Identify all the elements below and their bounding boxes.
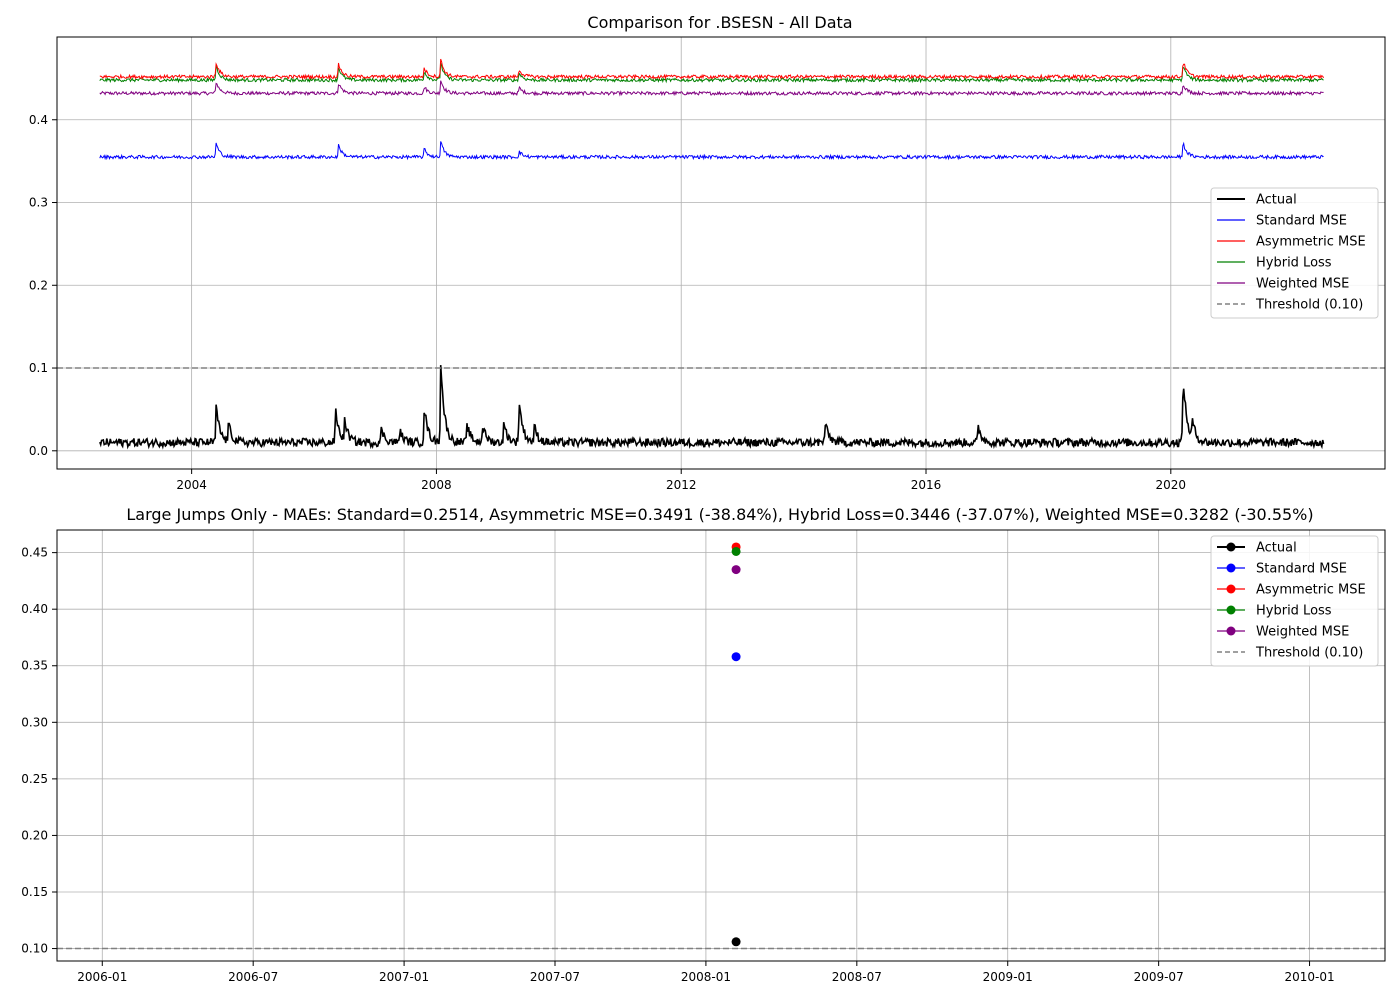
bottom-point-weighted-mse [731, 565, 741, 575]
top-legend-label-weighted-mse: Weighted MSE [1256, 277, 1349, 292]
top-legend-label-hybrid-loss: Hybrid Loss [1256, 256, 1332, 271]
top-x-tick-label: 2004 [176, 478, 207, 492]
bottom-legend-label-standard-mse: Standard MSE [1256, 562, 1347, 577]
bottom-chart-title: Large Jumps Only - MAEs: Standard=0.2514… [126, 505, 1313, 524]
bottom-legend: Actual Standard MSE Asymmetric MSE Hybrid L… [1210, 535, 1379, 667]
bottom-y-tick-label: 0.40 [21, 602, 48, 616]
top-series-lines [99, 58, 1325, 450]
top-x-tick-label: 2012 [666, 478, 697, 492]
bottom-x-tick-label: 2006-01 [77, 970, 127, 984]
bottom-legend-label-weighted-mse: Weighted MSE [1256, 625, 1349, 640]
bottom-legend-label-hybrid-loss: Hybrid Loss [1256, 604, 1332, 619]
bottom-legend-box [1210, 535, 1379, 667]
top-y-tick-label: 0.4 [29, 113, 48, 127]
bottom-point-hybrid-loss [731, 546, 741, 556]
top-series-line-weighted-mse [99, 80, 1324, 97]
bottom-y-tick-label: 0.15 [21, 885, 48, 899]
top-y-tick-label: 0.2 [29, 278, 48, 292]
top-plot-frame [56, 36, 1386, 470]
bottom-point-standard-mse [731, 652, 741, 662]
top-series-line-asymmetric-mse [99, 58, 1325, 81]
top-legend-label-threshold-0-10: Threshold (0.10) [1255, 298, 1363, 313]
top-x-tick-label: 2008 [421, 478, 452, 492]
bottom-x-tick-label: 2009-01 [983, 970, 1033, 984]
top-legend-label-standard-mse: Standard MSE [1256, 214, 1347, 229]
bottom-legend-marker-actual [1226, 542, 1236, 552]
top-grid [57, 37, 1385, 469]
top-y-tick-label: 0.3 [29, 196, 48, 210]
bottom-y-tick-label: 0.45 [21, 546, 48, 560]
bottom-legend-marker-hybrid-loss [1226, 605, 1236, 615]
bottom-y-tick-label: 0.35 [21, 659, 48, 673]
bottom-x-tick-label: 2008-07 [832, 970, 882, 984]
bottom-legend-label-asymmetric-mse: Asymmetric MSE [1256, 583, 1366, 598]
bottom-x-tick-label: 2006-07 [228, 970, 278, 984]
bottom-point-actual [731, 937, 741, 947]
bottom-legend-label-actual: Actual [1256, 541, 1297, 556]
top-y-tick-label: 0.0 [29, 444, 48, 458]
top-x-tick-label: 2020 [1156, 478, 1187, 492]
bottom-x-tick-label: 2007-01 [379, 970, 429, 984]
bottom-axis-ticks: 2006-01 2006-07 2007-01 2007-07 2008-01 2008-… [21, 546, 1334, 984]
bottom-x-tick-label: 2008-01 [681, 970, 731, 984]
bottom-chart-panel: Large Jumps Only - MAEs: Standard=0.2514… [21, 505, 1386, 984]
bottom-x-tick-label: 2009-07 [1134, 970, 1184, 984]
bottom-legend-marker-asymmetric-mse [1226, 584, 1236, 594]
bottom-y-tick-label: 0.20 [21, 828, 48, 842]
top-series-line-actual [99, 365, 1325, 450]
bottom-series-points [731, 542, 741, 947]
top-x-tick-label: 2016 [911, 478, 942, 492]
top-series-line-hybrid-loss [99, 63, 1324, 84]
bottom-x-tick-label: 2007-07 [530, 970, 580, 984]
top-chart-title: Comparison for .BSESN - All Data [587, 13, 852, 32]
top-legend: Actual Standard MSE Asymmetric MSE Hybrid L… [1210, 187, 1379, 319]
bottom-grid [57, 530, 1385, 961]
bottom-legend-marker-standard-mse [1226, 563, 1236, 573]
bottom-y-tick-label: 0.10 [21, 942, 48, 956]
top-axis-ticks: 2004 2008 2012 2016 2020 0.0 0.1 0.2 0.3 0.4 [29, 113, 1186, 492]
top-chart-panel: Comparison for .BSESN - All Data 2004 200… [29, 13, 1386, 492]
bottom-legend-marker-weighted-mse [1226, 626, 1236, 636]
top-series-line-standard-mse [99, 141, 1324, 161]
top-legend-label-actual: Actual [1256, 193, 1297, 208]
bottom-plot-area [57, 530, 1385, 961]
bottom-legend-label-threshold-0-10: Threshold (0.10) [1255, 646, 1363, 661]
bottom-x-tick-label: 2010-01 [1284, 970, 1334, 984]
bottom-y-tick-label: 0.30 [21, 715, 48, 729]
top-plot-area [57, 37, 1385, 469]
bottom-plot-frame [56, 529, 1386, 962]
top-legend-label-asymmetric-mse: Asymmetric MSE [1256, 235, 1366, 250]
top-legend-box [1210, 187, 1379, 319]
top-y-tick-label: 0.1 [29, 361, 48, 375]
bottom-y-tick-label: 0.25 [21, 772, 48, 786]
